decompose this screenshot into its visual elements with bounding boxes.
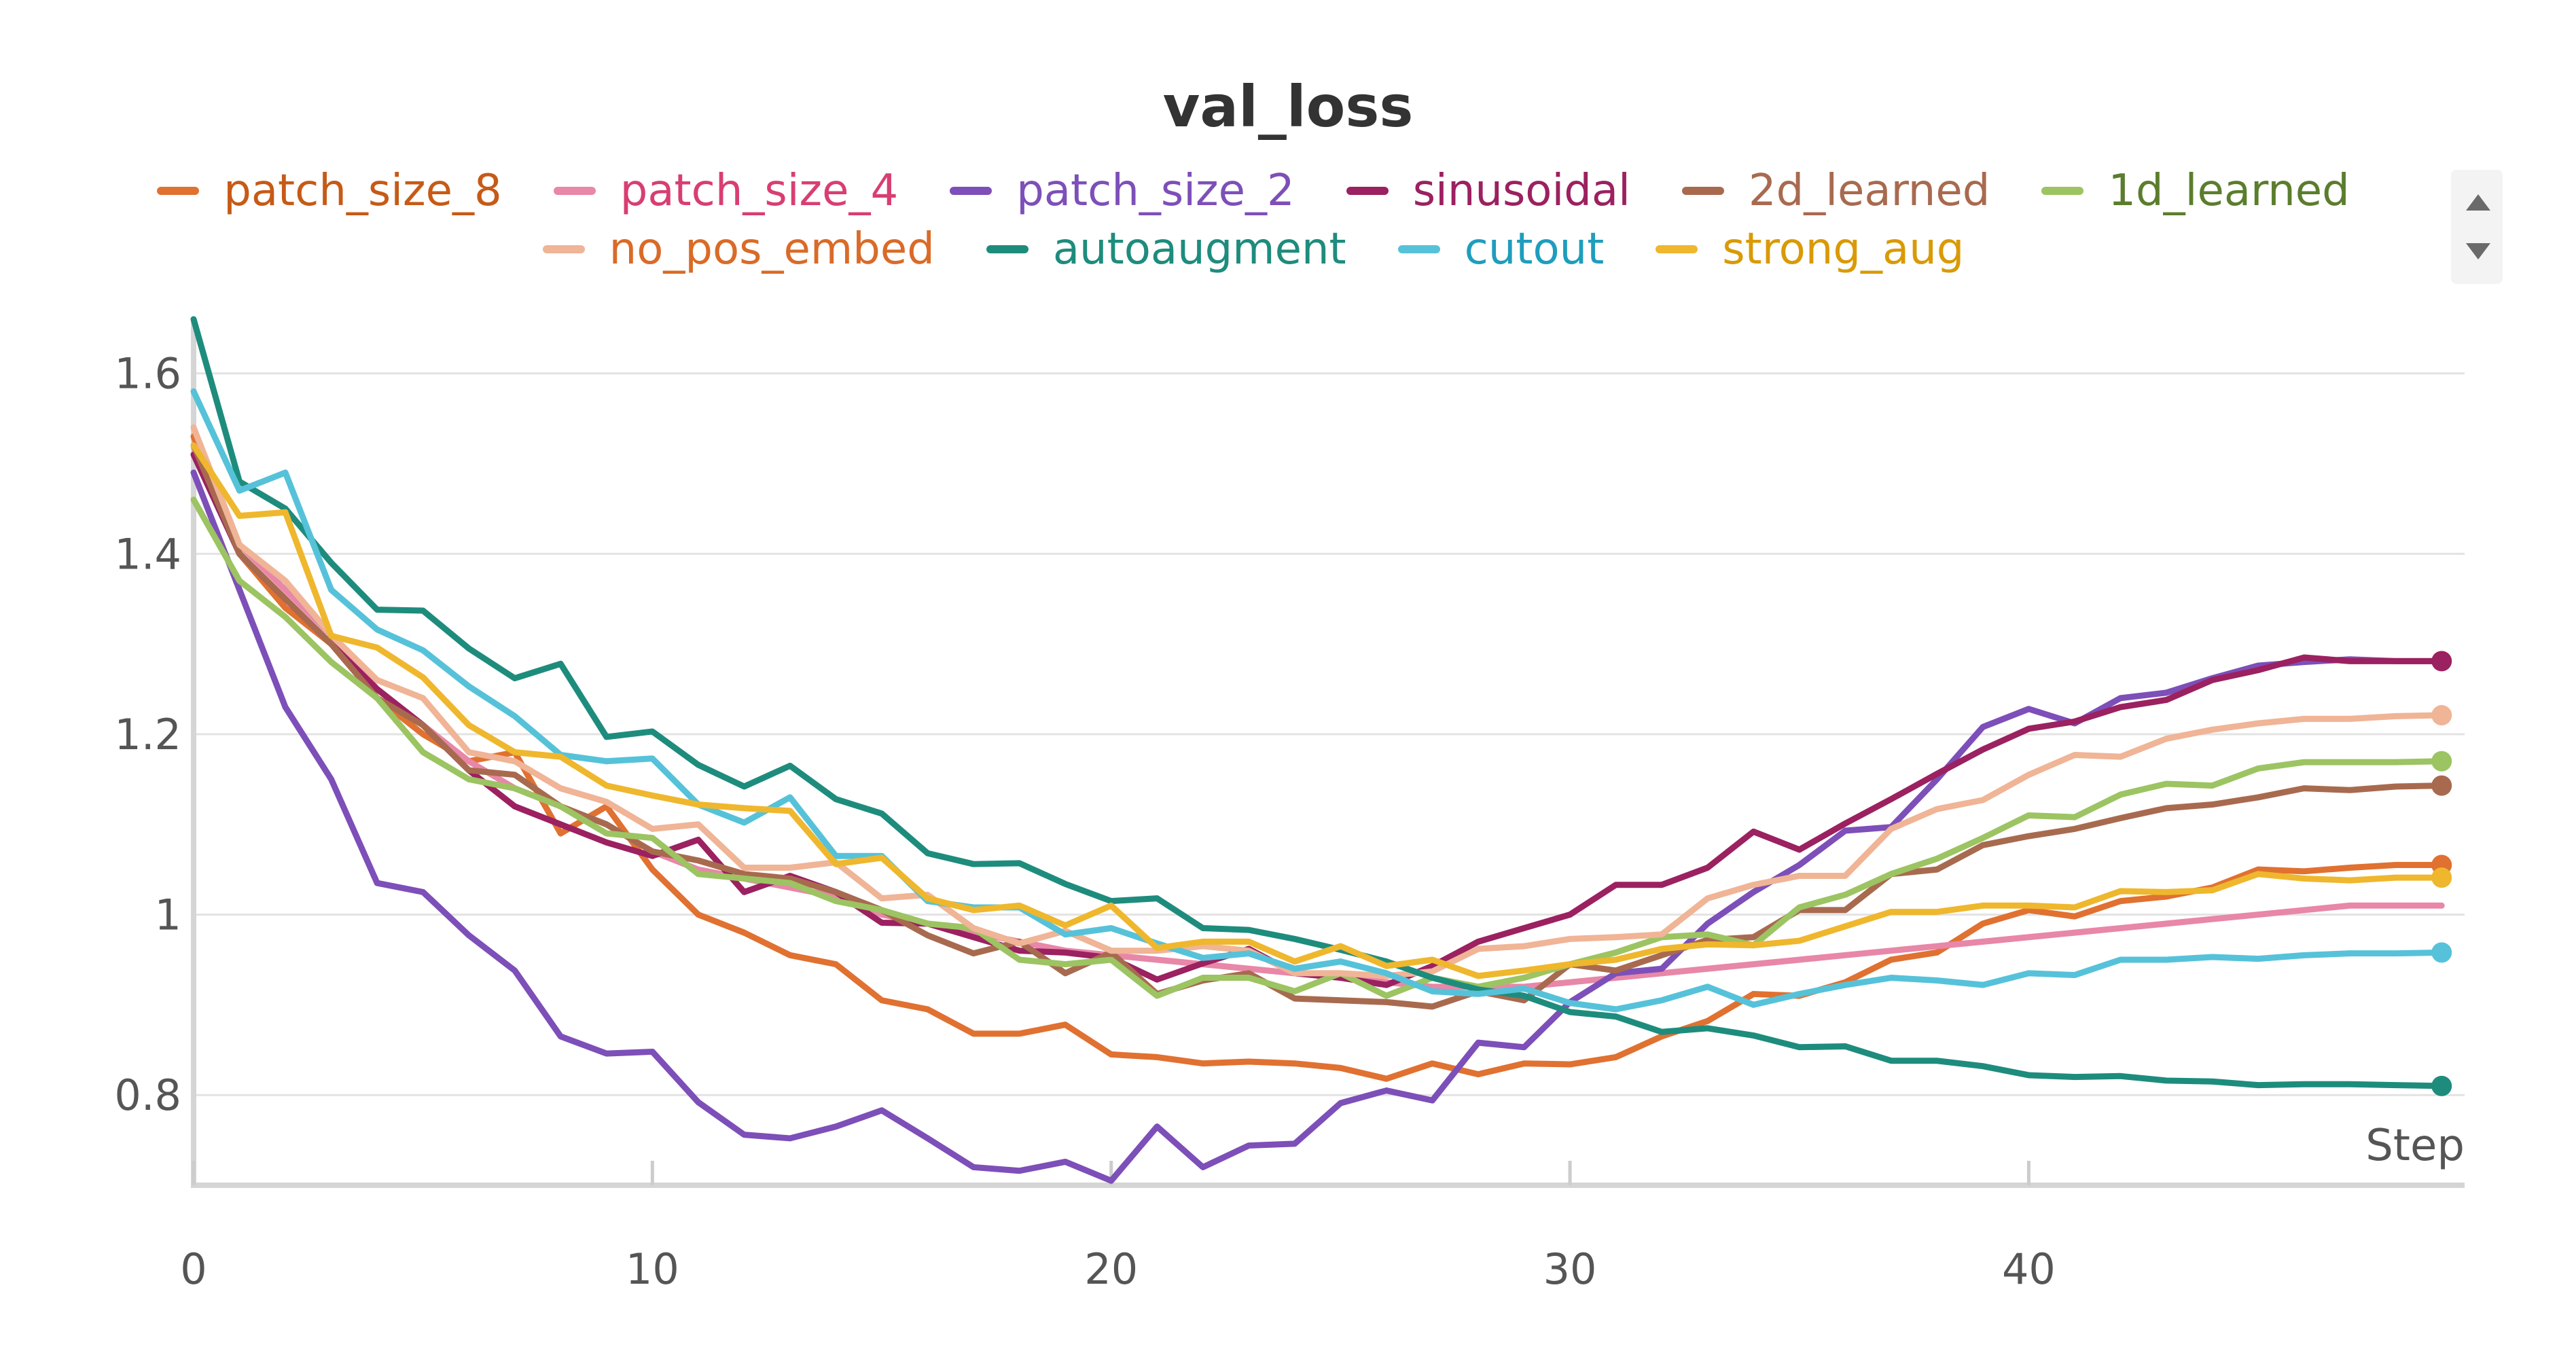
legend-label-patch-size-8: patch_size_8 bbox=[223, 166, 502, 216]
legend-swatch-cutout bbox=[1397, 245, 1440, 253]
series-line-1d-learned bbox=[190, 497, 2445, 999]
legend-swatch-sinusoidal bbox=[1346, 187, 1389, 195]
legend-swatch-autoaugment bbox=[986, 245, 1028, 253]
end-markers bbox=[2431, 651, 2452, 1096]
x-axis-label: Step bbox=[2365, 1121, 2465, 1171]
scroll-down-arrow-icon[interactable] bbox=[2466, 243, 2490, 259]
legend-row-2: no_pos_embed autoaugment cutout strong_a… bbox=[136, 220, 2371, 278]
legend-label-autoaugment: autoaugment bbox=[1052, 224, 1346, 274]
legend-label-1d-learned: 1d_learned bbox=[2108, 166, 2350, 216]
legend-scroll-control bbox=[2451, 170, 2503, 284]
tick-labels: 0.8 1 1.2 1.4 1.6 0 10 20 30 40 bbox=[114, 349, 2055, 1294]
y-tick-label-1-4: 1.4 bbox=[114, 529, 181, 579]
legend-item-autoaugment[interactable]: autoaugment bbox=[986, 224, 1346, 274]
x-tick-label-30: 30 bbox=[1543, 1244, 1597, 1294]
legend-label-patch-size-2: patch_size_2 bbox=[1016, 166, 1295, 216]
series-line-autoaugment bbox=[190, 316, 2445, 1089]
end-marker-no-pos-embed bbox=[2431, 705, 2452, 726]
end-marker-sinusoidal bbox=[2431, 651, 2452, 672]
x-tick-label-40: 40 bbox=[2002, 1244, 2056, 1294]
legend-item-no-pos-embed[interactable]: no_pos_embed bbox=[542, 224, 935, 274]
end-marker-1d-learned bbox=[2431, 751, 2452, 772]
y-tick-label-1: 1 bbox=[155, 890, 181, 940]
x-tick-label-20: 20 bbox=[1084, 1244, 1138, 1294]
legend-label-patch-size-4: patch_size_4 bbox=[620, 166, 899, 216]
legend-swatch-1d-learned bbox=[2041, 187, 2084, 195]
y-tick-label-0-8: 0.8 bbox=[114, 1070, 181, 1120]
legend-item-patch-size-2[interactable]: patch_size_2 bbox=[950, 166, 1295, 216]
x-tick-label-0: 0 bbox=[180, 1244, 207, 1294]
legend-item-patch-size-8[interactable]: patch_size_8 bbox=[157, 166, 502, 216]
legend-swatch-patch-size-8 bbox=[157, 187, 200, 195]
legend-row-1: patch_size_8 patch_size_4 patch_size_2 s… bbox=[136, 162, 2371, 220]
legend-label-no-pos-embed: no_pos_embed bbox=[609, 224, 935, 274]
legend: patch_size_8 patch_size_4 patch_size_2 s… bbox=[136, 162, 2371, 278]
legend-swatch-no-pos-embed bbox=[542, 245, 585, 253]
end-marker-strong-aug bbox=[2431, 867, 2452, 888]
legend-label-sinusoidal: sinusoidal bbox=[1412, 166, 1630, 216]
legend-swatch-2d-learned bbox=[1681, 187, 1724, 195]
end-marker-cutout bbox=[2431, 942, 2452, 963]
legend-label-strong-aug: strong_aug bbox=[1722, 224, 1965, 274]
x-tick-label-10: 10 bbox=[626, 1244, 679, 1294]
end-marker-autoaugment bbox=[2431, 1075, 2452, 1096]
legend-swatch-strong-aug bbox=[1656, 245, 1698, 253]
series-line-cutout bbox=[190, 388, 2445, 1013]
legend-item-strong-aug[interactable]: strong_aug bbox=[1656, 224, 1964, 274]
legend-swatch-patch-size-4 bbox=[553, 187, 596, 195]
scroll-up-arrow-icon[interactable] bbox=[2466, 194, 2490, 211]
legend-item-patch-size-4[interactable]: patch_size_4 bbox=[553, 166, 899, 216]
chart-title: val_loss bbox=[1162, 73, 1414, 140]
series-lines bbox=[190, 316, 2445, 1184]
series-line-strong-aug bbox=[190, 442, 2445, 979]
legend-label-2d-learned: 2d_learned bbox=[1748, 166, 1990, 216]
end-marker-2d-learned bbox=[2431, 775, 2452, 796]
legend-item-1d-learned[interactable]: 1d_learned bbox=[2041, 166, 2350, 216]
axes bbox=[191, 319, 2465, 1188]
legend-swatch-patch-size-2 bbox=[950, 187, 992, 195]
series-line-no-pos-embed bbox=[190, 424, 2445, 979]
legend-item-cutout[interactable]: cutout bbox=[1397, 224, 1605, 274]
y-tick-label-1-2: 1.2 bbox=[114, 710, 181, 759]
legend-item-sinusoidal[interactable]: sinusoidal bbox=[1346, 166, 1630, 216]
legend-label-cutout: cutout bbox=[1464, 224, 1605, 274]
legend-item-2d-learned[interactable]: 2d_learned bbox=[1681, 166, 1990, 216]
y-tick-label-1-6: 1.6 bbox=[114, 349, 181, 399]
